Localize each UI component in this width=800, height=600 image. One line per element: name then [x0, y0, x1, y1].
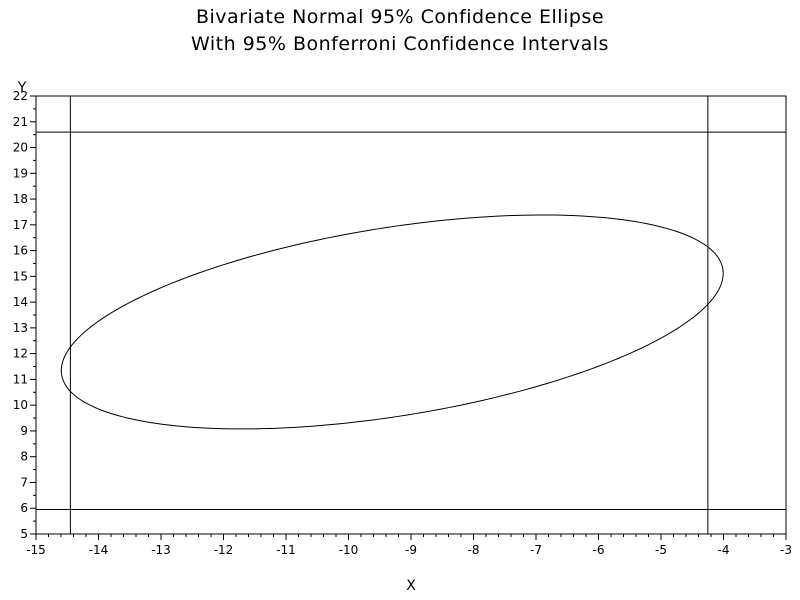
y-tick-label: 13 — [13, 321, 28, 335]
y-tick-label: 15 — [13, 269, 28, 283]
y-tick-label: 10 — [13, 398, 28, 412]
x-tick-label: -4 — [718, 543, 730, 557]
x-tick-label: -9 — [405, 543, 417, 557]
x-tick-label: -3 — [780, 543, 792, 557]
y-tick-label: 12 — [13, 347, 28, 361]
x-tick-label: -15 — [26, 543, 46, 557]
x-tick-label: -6 — [593, 543, 605, 557]
x-tick-label: -13 — [151, 543, 171, 557]
y-tick-label: 17 — [13, 218, 28, 232]
confidence-ellipse — [60, 214, 724, 430]
x-axis: -15 -14 -13 -12 -11 -10 -9 -8 -7 -6 -5 -4 -3 — [26, 534, 792, 557]
plot-frame — [35, 95, 787, 535]
y-tick-label: 7 — [20, 475, 28, 489]
x-tick-label: -8 — [468, 543, 480, 557]
x-tick-label: -10 — [339, 543, 359, 557]
y-axis-label: Y — [17, 80, 27, 96]
x-tick-label: -11 — [276, 543, 296, 557]
y-tick-label: 14 — [13, 295, 28, 309]
y-tick-label: 21 — [13, 115, 28, 129]
y-tick-label: 5 — [20, 527, 28, 541]
x-axis-label: X — [406, 578, 416, 594]
x-tick-label: -5 — [655, 543, 667, 557]
chart-title: Bivariate Normal 95% Confidence Ellipse — [195, 6, 605, 28]
x-tick-label: -14 — [89, 543, 109, 557]
y-axis: 5 6 7 8 9 10 11 12 13 14 15 16 17 18 19 20 21 22 — [13, 89, 36, 541]
x-tick-label: -12 — [214, 543, 234, 557]
y-tick-label: 6 — [20, 501, 28, 515]
y-tick-label: 9 — [20, 424, 28, 438]
y-tick-label: 22 — [13, 89, 28, 103]
y-tick-label: 16 — [13, 244, 28, 258]
y-tick-label: 20 — [13, 141, 28, 155]
y-tick-label: 18 — [13, 192, 28, 206]
bonferroni-lines — [36, 96, 786, 534]
chart-subtitle: With 95% Bonferroni Confidence Intervals — [191, 33, 609, 55]
y-tick-label: 11 — [13, 372, 28, 386]
y-tick-label: 8 — [20, 450, 28, 464]
x-tick-label: -7 — [530, 543, 542, 557]
y-tick-label: 19 — [13, 166, 28, 180]
